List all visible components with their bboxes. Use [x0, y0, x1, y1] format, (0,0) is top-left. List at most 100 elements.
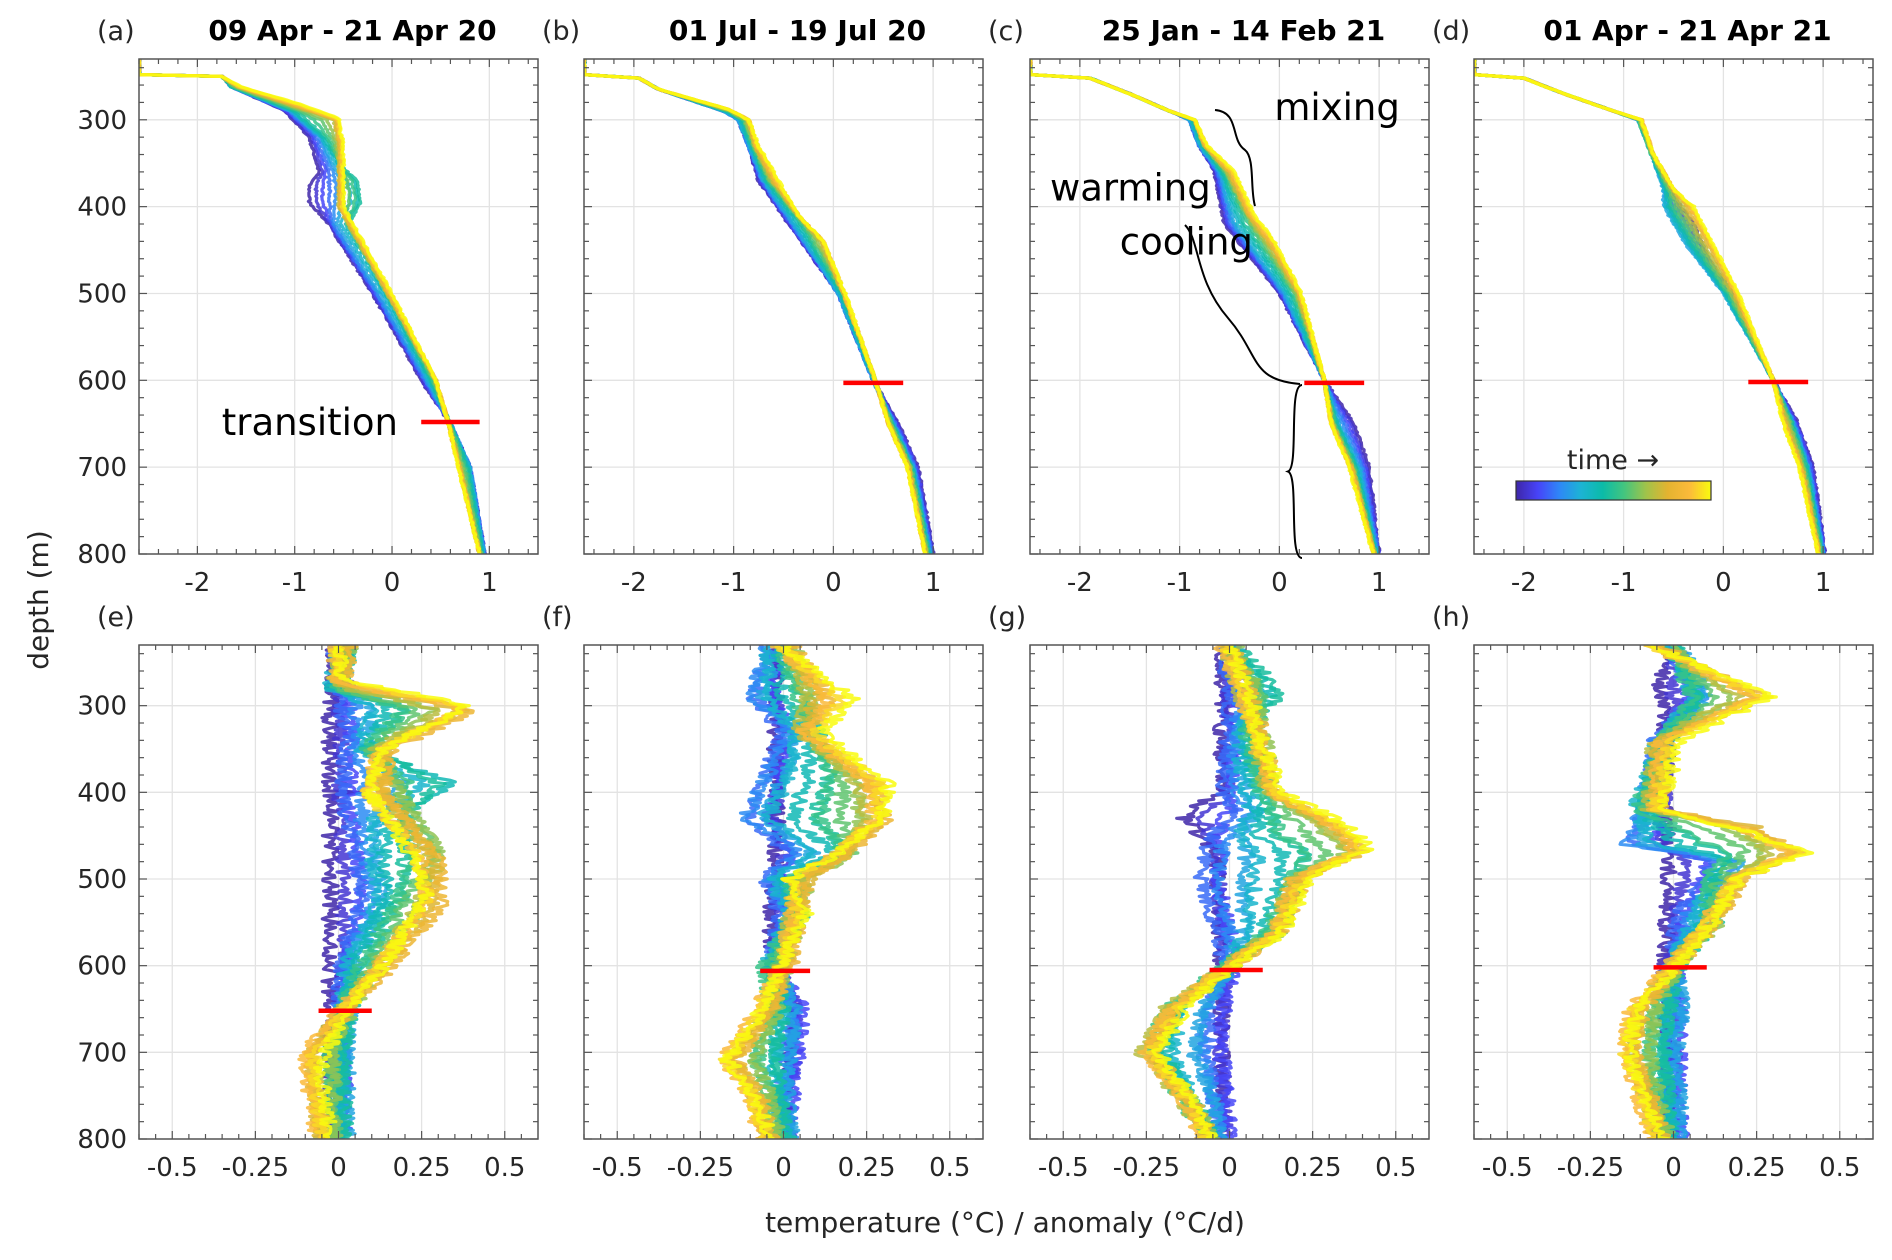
x-tick-label: -0.5 — [1482, 1153, 1533, 1183]
x-tick-label: 0 — [1271, 568, 1288, 598]
x-tick-label: 0.5 — [1375, 1153, 1416, 1183]
x-tick-label: 0.5 — [484, 1153, 525, 1183]
profile-line — [584, 59, 930, 554]
x-tick-label: -0.25 — [1557, 1153, 1624, 1183]
x-tick-label: 1 — [1815, 568, 1832, 598]
x-tick-label: 0 — [825, 568, 842, 598]
profile-line — [1474, 59, 1827, 554]
x-tick-label: 0.5 — [1819, 1153, 1860, 1183]
profile-line — [313, 645, 471, 1139]
profile-line — [584, 59, 935, 554]
profile-line — [584, 59, 930, 554]
x-tick-label: 0.25 — [1728, 1153, 1786, 1183]
annotation-transition: transition — [222, 401, 398, 444]
x-tick-label: 0 — [775, 1153, 792, 1183]
x-tick-label: 1 — [481, 568, 498, 598]
x-tick-label: -1 — [721, 568, 747, 598]
panel-d: -2 -1 0 1 (d) 01 Apr - 21 Apr 21 time → — [1432, 14, 1874, 598]
panel-letter: (b) — [542, 16, 580, 47]
profile-line — [1030, 59, 1380, 554]
x-tick-label: -2 — [1067, 568, 1093, 598]
profile-line — [719, 645, 897, 1139]
profile-line — [1030, 59, 1382, 554]
axes-box — [583, 58, 984, 555]
panel-title: 01 Jul - 19 Jul 20 — [669, 14, 926, 47]
x-tick-label: -1 — [1167, 568, 1193, 598]
profile-line — [584, 59, 932, 554]
x-tick-label: -0.5 — [1038, 1153, 1089, 1183]
x-tick-label: 0.5 — [929, 1153, 970, 1183]
x-tick-label: 0 — [330, 1153, 347, 1183]
profile-line — [1192, 645, 1244, 1139]
x-tick-label: 0.25 — [1284, 1153, 1342, 1183]
warming-brace — [1184, 224, 1301, 385]
panel-e: -0.5 -0.25 0 0.25 0.5 300 400 500 600 700 800 (e) — [77, 602, 539, 1183]
y-tick-label: 700 — [77, 453, 127, 483]
x-tick-label: 0.25 — [838, 1153, 896, 1183]
profile-line — [1030, 59, 1381, 554]
panel-title: 25 Jan - 14 Feb 21 — [1102, 14, 1386, 47]
cooling-brace — [1285, 384, 1303, 559]
x-tick-label: -1 — [1611, 568, 1637, 598]
y-tick-label: 400 — [77, 193, 127, 223]
x-tick-label: 1 — [925, 568, 942, 598]
colorbar — [1515, 480, 1712, 501]
profile-line — [1030, 59, 1379, 554]
x-tick-label: -1 — [282, 568, 308, 598]
profile-line — [139, 59, 482, 554]
panel-b: -2 -1 0 1 (b) 01 Jul - 19 Jul 20 — [542, 14, 984, 598]
profile-line — [1474, 59, 1826, 554]
annotation-mixing: mixing — [1274, 86, 1399, 129]
mixing-brace — [1214, 109, 1256, 207]
axes-box — [138, 58, 539, 555]
profiles — [717, 645, 897, 1139]
profile-line — [1151, 645, 1375, 1139]
y-tick-label: 500 — [77, 865, 127, 895]
panel-letter: (a) — [97, 16, 135, 47]
panel-a: -2 -1 0 1 300 400 500 600 700 800 (a) 09 Apr - 21 A… — [77, 14, 539, 598]
profile-line — [584, 59, 932, 554]
profile-line — [584, 59, 929, 554]
profile-line — [139, 59, 487, 554]
profiles — [1617, 645, 1815, 1139]
profile-line — [1622, 645, 1815, 1139]
x-tick-label: -0.25 — [222, 1153, 289, 1183]
profile-line — [1474, 59, 1821, 554]
panel-letter: (h) — [1432, 602, 1470, 633]
annotation-warming: warming — [1050, 167, 1211, 210]
x-tick-label: -0.25 — [667, 1153, 734, 1183]
profile-line — [584, 59, 934, 554]
profile-line — [584, 59, 934, 554]
panel-c: -2 -1 0 1 (c) 25 Jan - 14 Feb 21 mixing warming… — [988, 14, 1430, 598]
y-tick-label: 600 — [77, 952, 127, 982]
x-tick-label: -0.5 — [592, 1153, 643, 1183]
x-tick-label: 0 — [1715, 568, 1732, 598]
profile-line — [1474, 59, 1827, 554]
y-tick-label: 800 — [77, 1125, 127, 1155]
panel-letter: (f) — [542, 602, 573, 633]
y-tick-label: 400 — [77, 778, 127, 808]
profile-line — [584, 59, 934, 554]
panels: -2 -1 0 1 300 400 500 600 700 800 (a) 09 Apr - 21 A… — [77, 14, 1874, 1183]
x-tick-label: 0 — [1665, 1153, 1682, 1183]
profiles — [584, 59, 936, 554]
x-tick-label: -2 — [184, 568, 210, 598]
profiles — [297, 645, 475, 1139]
panel-title: 09 Apr - 21 Apr 20 — [208, 14, 496, 47]
profile-line — [584, 59, 936, 554]
profiles — [1133, 645, 1375, 1139]
y-tick-label: 300 — [77, 692, 127, 722]
profile-line — [584, 59, 930, 554]
panel-h: -0.5 -0.25 0 0.25 0.5 (h) — [1432, 602, 1874, 1183]
x-tick-label: -2 — [1511, 568, 1537, 598]
profiles — [1030, 59, 1382, 554]
panel-letter: (d) — [1432, 16, 1470, 47]
x-tick-label: 0 — [1221, 1153, 1238, 1183]
profile-line — [584, 59, 933, 554]
panel-f: -0.5 -0.25 0 0.25 0.5 (f) — [542, 602, 984, 1183]
x-tick-label: 0 — [384, 568, 401, 598]
colorbar-label: time → — [1567, 445, 1659, 476]
y-tick-label: 700 — [77, 1038, 127, 1068]
axes-box — [1473, 58, 1874, 555]
